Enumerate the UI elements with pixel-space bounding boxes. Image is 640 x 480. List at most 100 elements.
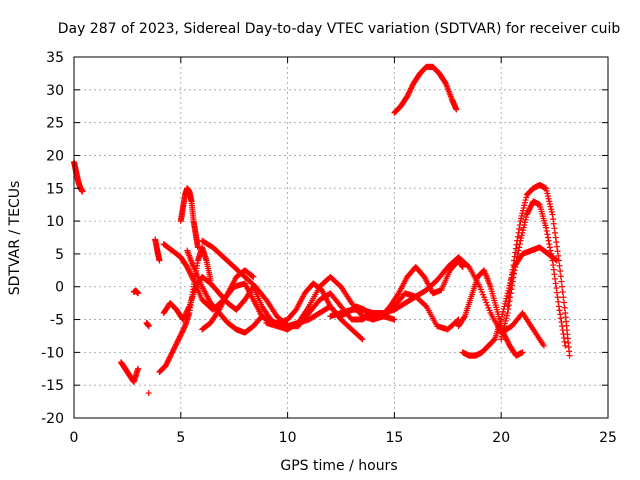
data-point: [545, 237, 552, 244]
data-point: [184, 265, 191, 272]
series-arc-10: [177, 185, 201, 251]
y-tick-label: 10: [46, 214, 64, 230]
data-point: [553, 239, 560, 246]
y-tick-label: 5: [55, 247, 64, 263]
data-marks: [71, 63, 573, 397]
data-point: [518, 235, 525, 242]
data-point: [504, 303, 511, 310]
data-point: [404, 92, 411, 99]
data-point: [561, 338, 568, 345]
x-tick-label: 15: [385, 430, 403, 446]
series-arc-4: [143, 319, 152, 330]
data-point: [519, 207, 526, 214]
data-point: [544, 190, 551, 197]
data-point: [498, 333, 505, 340]
data-point: [177, 332, 184, 339]
data-point: [509, 271, 516, 278]
data-point: [186, 267, 193, 274]
data-point: [522, 197, 529, 204]
data-point: [511, 253, 518, 260]
data-point: [553, 289, 560, 296]
data-point: [512, 249, 519, 256]
data-point: [165, 357, 172, 364]
data-point: [544, 231, 551, 238]
data-point: [547, 247, 554, 254]
data-point: [166, 354, 173, 361]
data-point: [135, 290, 142, 297]
data-point: [187, 270, 194, 277]
data-point: [164, 358, 171, 365]
data-point: [540, 342, 547, 349]
data-point: [518, 215, 525, 222]
data-point: [181, 313, 188, 320]
data-point: [163, 361, 170, 368]
data-point: [476, 283, 483, 290]
data-point: [174, 338, 181, 345]
data-point: [543, 224, 550, 231]
data-point: [181, 324, 188, 331]
data-point: [188, 271, 195, 278]
data-point: [552, 275, 559, 282]
data-point: [258, 314, 265, 321]
data-point: [156, 257, 163, 264]
y-tick-label: 0: [55, 280, 64, 296]
data-point: [169, 349, 176, 356]
x-axis-title: GPS time / hours: [280, 458, 397, 474]
data-point: [500, 328, 507, 335]
data-point: [544, 193, 551, 200]
data-point: [408, 84, 415, 91]
y-tick-label: -5: [50, 313, 64, 329]
data-point: [545, 195, 552, 202]
data-point: [179, 316, 186, 323]
data-point: [550, 220, 557, 227]
data-point: [559, 283, 566, 290]
data-point: [189, 274, 196, 281]
data-point: [185, 266, 192, 273]
data-point: [171, 345, 178, 352]
data-point: [498, 336, 505, 343]
data-point: [508, 286, 515, 293]
data-point: [510, 262, 517, 269]
data-point: [514, 233, 521, 240]
data-point: [170, 346, 177, 353]
data-point: [504, 309, 511, 316]
y-tick-label: 15: [46, 181, 64, 197]
data-point: [511, 257, 518, 264]
data-point: [180, 315, 187, 322]
series-arc-21: [504, 181, 573, 359]
data-point: [552, 256, 559, 263]
data-point: [558, 278, 565, 285]
data-point: [522, 216, 529, 223]
x-tick-label: 25: [599, 430, 617, 446]
data-point: [546, 198, 553, 205]
data-point: [503, 336, 510, 343]
series-arc-12: [199, 267, 257, 333]
data-point: [478, 288, 485, 295]
data-point: [518, 232, 525, 239]
data-point: [516, 241, 523, 248]
data-point: [505, 298, 512, 305]
data-point: [512, 245, 519, 252]
data-point: [183, 308, 190, 315]
data-point: [166, 355, 173, 362]
data-point: [543, 227, 550, 234]
data-point: [548, 250, 555, 257]
data-point: [554, 294, 561, 301]
data-point: [528, 202, 535, 209]
data-point: [555, 303, 562, 310]
data-point: [461, 314, 468, 321]
data-point: [503, 312, 510, 319]
data-point: [527, 204, 534, 211]
data-point: [560, 334, 567, 341]
data-point: [561, 304, 568, 311]
data-point: [557, 315, 564, 322]
data-point: [250, 273, 257, 280]
data-point: [525, 208, 532, 215]
data-point: [498, 316, 505, 323]
data-point: [550, 216, 557, 223]
data-point: [173, 341, 180, 348]
data-point: [404, 93, 411, 100]
data-point: [523, 194, 530, 201]
data-point: [176, 333, 183, 340]
data-point: [548, 206, 555, 213]
